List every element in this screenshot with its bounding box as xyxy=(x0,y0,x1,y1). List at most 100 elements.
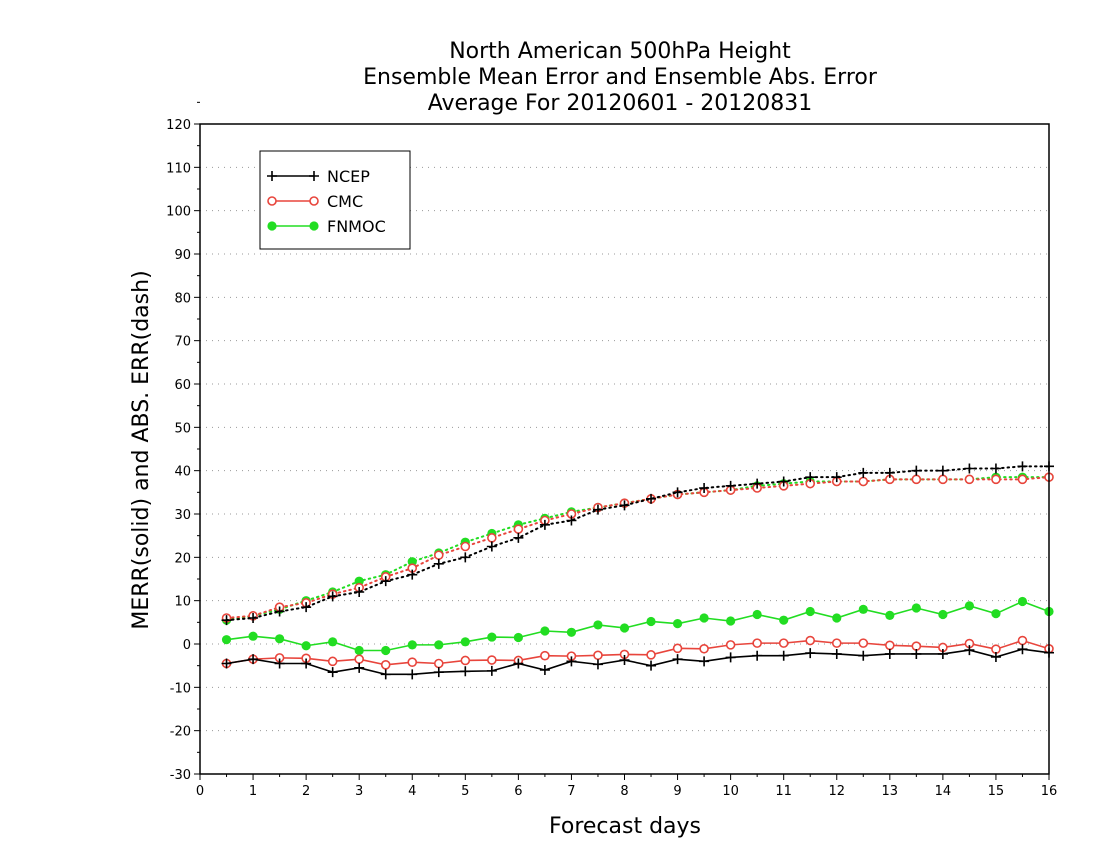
point-fnmoc-merr xyxy=(381,645,391,656)
point-fnmoc-merr xyxy=(752,609,762,620)
x-tick-label: 3 xyxy=(355,784,363,799)
point-cmc-merr xyxy=(354,654,364,664)
point-ncep-abs-err xyxy=(460,552,471,563)
x-tick-label: 1 xyxy=(249,784,257,799)
point-fnmoc-merr xyxy=(1017,596,1028,607)
line-ncep-merr xyxy=(226,648,1050,676)
point-fnmoc-merr xyxy=(911,603,921,613)
point-ncep-abs-err xyxy=(619,500,630,511)
y-tick-label: 0 xyxy=(183,638,191,653)
point-cmc-merr xyxy=(831,638,842,648)
point-fnmoc-merr xyxy=(938,609,948,620)
point-ncep-abs-err xyxy=(937,465,948,476)
point-ncep-abs-err xyxy=(778,476,789,487)
series-ncep xyxy=(221,461,1054,680)
point-fnmoc-merr xyxy=(513,632,523,643)
point-ncep-abs-err xyxy=(990,463,1001,474)
point-cmc-merr xyxy=(327,656,338,667)
point-ncep-abs-err xyxy=(274,606,285,617)
point-ncep-abs-err xyxy=(884,467,895,478)
point-ncep-merr xyxy=(672,654,683,665)
chart-title-line-2: Ensemble Mean Error and Ensemble Abs. Er… xyxy=(363,65,878,90)
point-ncep-merr xyxy=(301,658,312,669)
y-axis-title: MERR(solid) and ABS. ERR(dash) xyxy=(129,270,154,629)
point-fnmoc-merr xyxy=(805,606,815,617)
point-ncep-merr xyxy=(752,650,763,661)
y-tick-label: 40 xyxy=(174,465,191,480)
y-tick-label: 60 xyxy=(174,378,191,393)
point-fnmoc-merr xyxy=(221,635,232,645)
x-tick-label: 13 xyxy=(882,784,899,799)
y-tick-label: -20 xyxy=(170,725,191,740)
y-tick-label: 100 xyxy=(166,205,191,220)
point-ncep-merr xyxy=(831,648,842,659)
point-ncep-abs-err xyxy=(646,493,657,504)
x-tick-label: 5 xyxy=(461,784,469,799)
y-tick-label: -30 xyxy=(170,768,191,783)
point-fnmoc-merr xyxy=(301,641,311,651)
legend-marker-cmc xyxy=(267,196,277,206)
point-ncep-abs-err xyxy=(354,587,365,597)
point-cmc-merr xyxy=(858,638,869,648)
point-fnmoc-merr xyxy=(434,640,444,650)
point-fnmoc-merr xyxy=(858,604,868,614)
point-fnmoc-merr xyxy=(779,615,789,625)
x-tick-label: 12 xyxy=(828,784,845,799)
point-fnmoc-merr xyxy=(646,616,656,627)
chart-title-line-1: North American 500hPa Height xyxy=(449,39,791,64)
point-cmc-merr xyxy=(646,650,656,660)
point-cmc-merr xyxy=(672,643,683,654)
point-ncep-merr xyxy=(513,658,524,669)
point-cmc-merr xyxy=(433,658,444,669)
point-ncep-merr xyxy=(380,669,391,680)
point-ncep-merr xyxy=(539,665,550,675)
point-ncep-merr xyxy=(699,656,710,667)
chart-title-line-3: Average For 20120601 - 20120831 xyxy=(428,91,813,116)
x-tick-label: 9 xyxy=(673,784,681,799)
point-fnmoc-merr xyxy=(328,637,338,647)
point-ncep-merr xyxy=(990,652,1001,662)
point-cmc-abs-err xyxy=(858,476,869,487)
point-ncep-abs-err xyxy=(672,487,683,498)
x-tick-label: 14 xyxy=(935,784,952,799)
line-cmc-merr xyxy=(226,639,1050,666)
point-ncep-abs-err xyxy=(858,467,869,478)
point-fnmoc-merr xyxy=(991,609,1001,619)
point-ncep-abs-err xyxy=(407,569,418,580)
point-ncep-merr xyxy=(433,667,444,678)
legend-marker-fnmoc xyxy=(267,221,277,231)
y-tick-label: 10 xyxy=(174,595,191,610)
point-ncep-merr xyxy=(1017,644,1028,655)
point-ncep-abs-err xyxy=(433,558,444,569)
point-cmc-abs-err xyxy=(1017,474,1028,485)
point-ncep-merr xyxy=(486,665,497,676)
point-cmc-abs-err xyxy=(487,533,497,543)
y-tick-label: 70 xyxy=(174,335,191,350)
point-cmc-merr xyxy=(407,657,418,668)
x-tick-label: 0 xyxy=(196,784,204,799)
line-cmc-abs-err xyxy=(225,476,1050,619)
point-ncep-merr xyxy=(248,654,259,665)
point-fnmoc-merr xyxy=(274,634,285,644)
x-axis-title: Forecast days xyxy=(549,814,701,839)
point-ncep-abs-err xyxy=(248,613,259,623)
y-tick-label: 30 xyxy=(174,508,191,523)
point-ncep-abs-err xyxy=(539,519,550,530)
point-ncep-merr xyxy=(858,650,869,661)
point-ncep-abs-err xyxy=(964,463,975,474)
point-fnmoc-merr xyxy=(885,610,895,621)
point-ncep-merr xyxy=(964,645,975,656)
point-cmc-abs-err xyxy=(513,524,524,534)
point-cmc-merr xyxy=(460,655,471,666)
point-fnmoc-merr xyxy=(566,627,577,637)
point-ncep-merr xyxy=(937,648,948,659)
point-ncep-merr xyxy=(725,652,736,663)
x-tick-label: 10 xyxy=(722,784,739,799)
point-ncep-merr xyxy=(566,656,577,667)
line-ncep-abs-err xyxy=(225,465,1050,622)
point-fnmoc-merr xyxy=(699,613,709,623)
legend-label-fnmoc: FNMOC xyxy=(327,217,386,236)
point-ncep-abs-err xyxy=(327,591,338,602)
legend-label-ncep: NCEP xyxy=(327,167,370,186)
point-fnmoc-merr xyxy=(248,631,258,641)
